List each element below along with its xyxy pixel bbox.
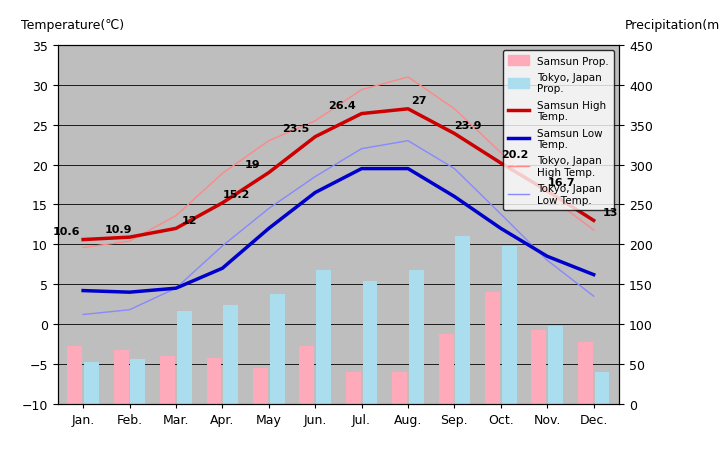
Text: 16.7: 16.7 (547, 178, 575, 188)
Bar (114, 350, 129, 404)
Text: 23.9: 23.9 (454, 121, 482, 131)
Bar (363, 281, 377, 404)
Bar (531, 330, 546, 404)
Text: 19: 19 (244, 160, 260, 170)
Bar (130, 359, 145, 404)
Bar (578, 342, 593, 404)
Bar (485, 292, 500, 404)
Bar (68, 346, 82, 404)
Bar (177, 311, 192, 404)
Bar (392, 372, 407, 404)
Bar (253, 368, 268, 404)
Bar (502, 246, 517, 404)
Bar (160, 356, 175, 404)
Bar (346, 372, 361, 404)
Y-axis label: Precipitation(mm): Precipitation(mm) (0, 458, 1, 459)
Bar (316, 270, 331, 404)
Bar (270, 294, 284, 404)
Text: 26.4: 26.4 (328, 101, 356, 111)
Text: 20.2: 20.2 (501, 150, 528, 160)
Text: 15.2: 15.2 (222, 190, 250, 200)
Text: Precipitation(mm): Precipitation(mm) (625, 19, 720, 32)
Bar (223, 305, 238, 404)
Text: Temperature(℃): Temperature(℃) (21, 19, 125, 32)
Bar (409, 270, 424, 404)
Text: 27: 27 (411, 96, 427, 106)
Text: 13: 13 (603, 207, 618, 218)
Bar (595, 372, 609, 404)
Bar (84, 363, 99, 404)
Bar (548, 327, 563, 404)
Text: 10.6: 10.6 (53, 226, 80, 236)
Text: 12: 12 (182, 215, 197, 225)
Text: 23.5: 23.5 (282, 124, 310, 134)
Bar (207, 358, 222, 404)
Bar (300, 346, 314, 404)
Bar (455, 237, 470, 404)
Legend: Samsun Prop., Tokyo, Japan
Prop., Samsun High
Temp., Samsun Low
Temp., Tokyo, Ja: Samsun Prop., Tokyo, Japan Prop., Samsun… (503, 51, 614, 211)
Text: 10.9: 10.9 (104, 224, 132, 234)
Bar (438, 334, 454, 404)
